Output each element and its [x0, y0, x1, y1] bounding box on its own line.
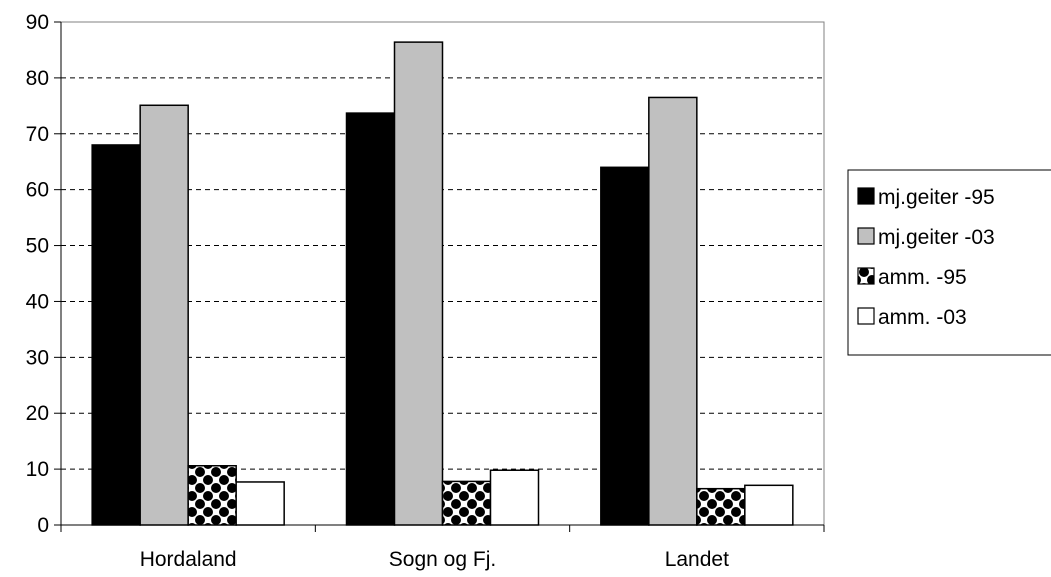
y-tick-label: 50 — [26, 235, 49, 258]
bar-landet-series-2 — [696, 487, 746, 526]
legend-label: mj.geiter -03 — [878, 226, 995, 249]
bar-sogn-og-fj-series-3 — [489, 469, 540, 526]
bar-landet-series-3 — [744, 484, 794, 526]
y-tick-labels: 0 10 20 30 40 50 60 70 80 90 — [26, 11, 49, 537]
bar-sogn-og-fj-series-0 — [345, 112, 396, 526]
y-tick-label: 20 — [26, 402, 49, 425]
legend-box — [847, 169, 1051, 356]
y-tick-label: 40 — [26, 290, 49, 313]
bar-sogn-og-fj-series-2 — [441, 480, 492, 526]
y-tick-label: 60 — [26, 179, 49, 202]
x-category-label: Landet — [665, 548, 729, 571]
legend-label: amm. -95 — [878, 266, 967, 289]
y-tick-label: 70 — [26, 123, 49, 146]
legend-label: mj.geiter -95 — [878, 186, 995, 209]
legend-swatch — [857, 227, 875, 245]
legend-label: amm. -03 — [878, 306, 967, 329]
y-tick-label: 90 — [26, 11, 49, 34]
legend-swatch — [857, 307, 875, 325]
y-tick-label: 0 — [37, 514, 49, 537]
bars — [91, 41, 794, 526]
bar-hordaland-series-3 — [235, 481, 285, 526]
y-tick-label: 30 — [26, 346, 49, 369]
y-tick-label: 10 — [26, 458, 49, 481]
legend-swatch — [857, 187, 875, 205]
y-tick-label: 80 — [26, 67, 49, 90]
x-category-label: Sogn og Fj. — [389, 548, 496, 571]
bar-hordaland-series-2 — [187, 465, 237, 526]
bar-hordaland-series-0 — [91, 144, 141, 526]
bar-sogn-og-fj-series-1 — [393, 41, 444, 526]
axes — [54, 21, 825, 532]
x-category-label: Hordaland — [140, 548, 237, 571]
legend-swatch — [857, 267, 875, 285]
bar-landet-series-1 — [648, 96, 698, 526]
bar-hordaland-series-1 — [139, 104, 189, 526]
x-category-labels: Hordaland Sogn og Fj. Landet — [140, 548, 729, 571]
legend: mj.geiter -95 mj.geiter -03 amm. -95 amm. -… — [847, 169, 1051, 356]
bar-landet-series-0 — [600, 166, 650, 526]
